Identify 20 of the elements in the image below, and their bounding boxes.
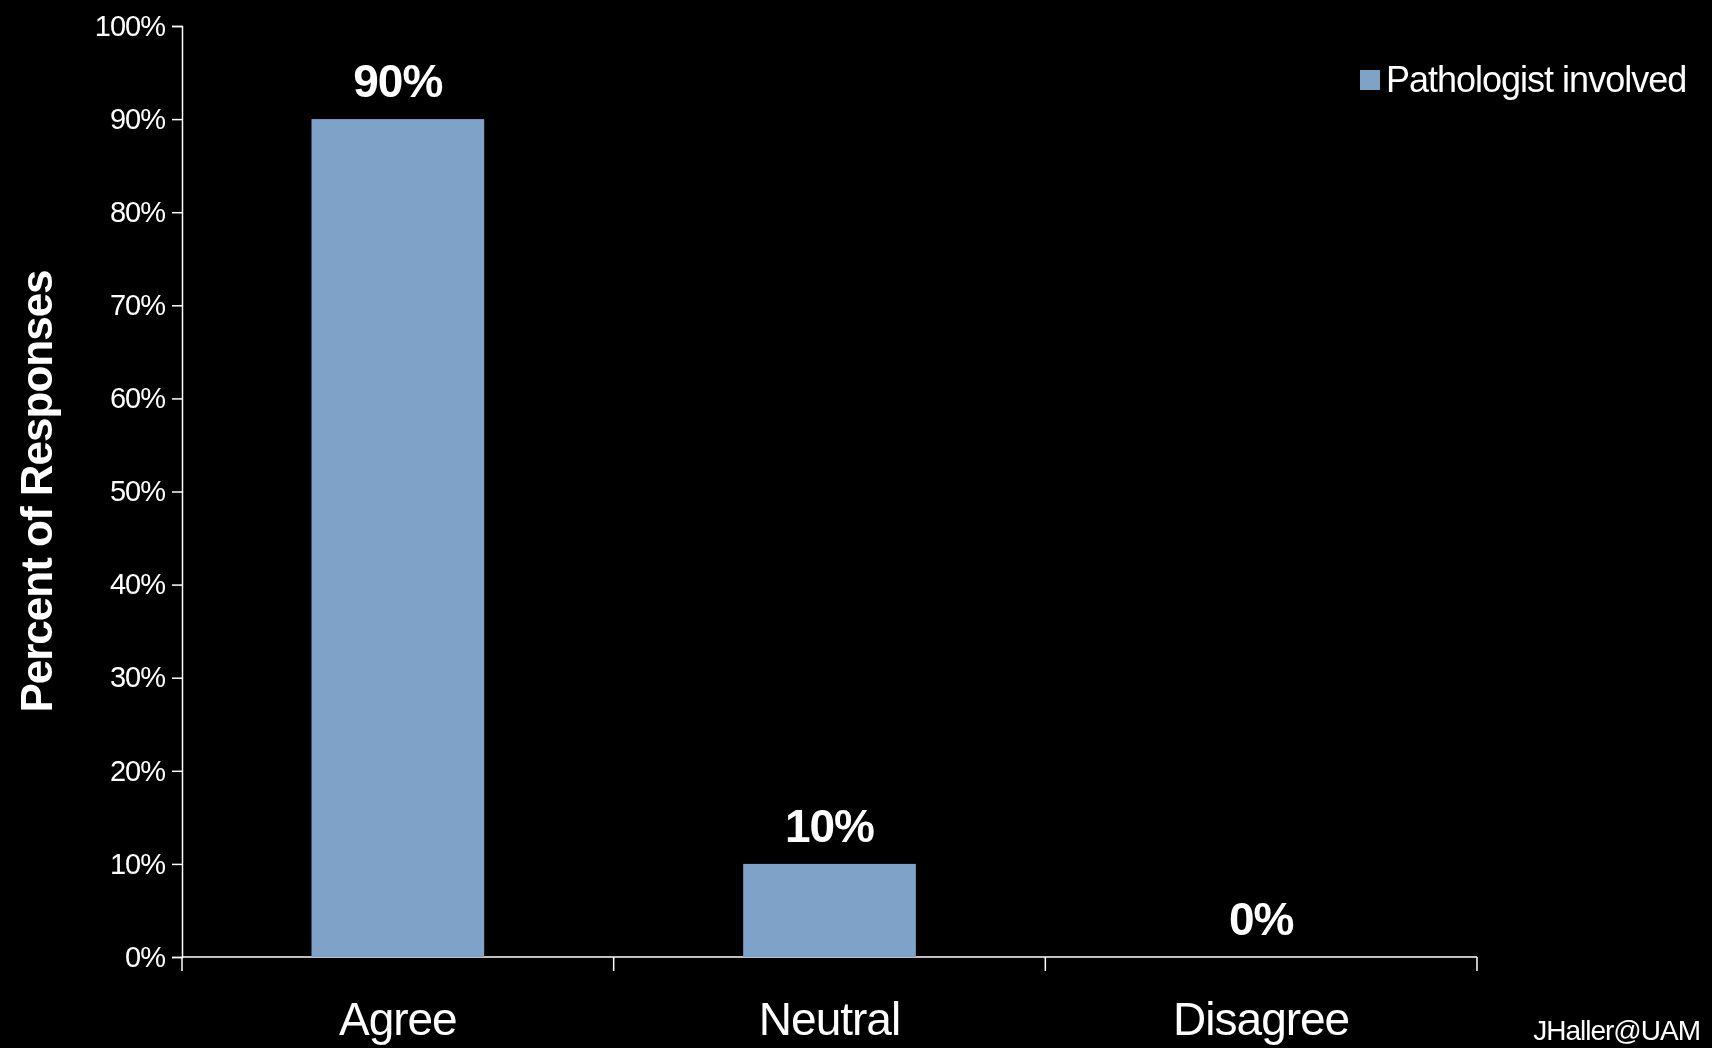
x-tick-label: Agree [338,993,457,1045]
y-tick-label: 50% [109,475,166,508]
x-tick-label: Disagree [1173,993,1350,1045]
legend-label: Pathologist involved [1386,59,1687,100]
y-tick-label: 90% [109,102,166,135]
y-tick-label: 80% [109,195,166,228]
x-tick-label: Neutral [758,993,901,1045]
y-tick-label: 40% [109,568,166,601]
text: 90% [353,55,443,108]
y-tick-label: 70% [109,289,166,322]
y-tick-label: 10% [109,847,166,880]
y-tick-label: 30% [109,661,166,694]
y-axis-title: Percent of Responses [12,270,61,713]
y-tick-label: 60% [109,382,166,415]
text: 0% [1228,893,1294,945]
y-tick-label: 20% [109,754,166,787]
text: 10% [784,799,875,852]
y-tick-label: 0% [125,940,166,973]
y-tick-label: 100% [94,9,166,42]
text: JHaller@UAM [1533,1015,1700,1046]
